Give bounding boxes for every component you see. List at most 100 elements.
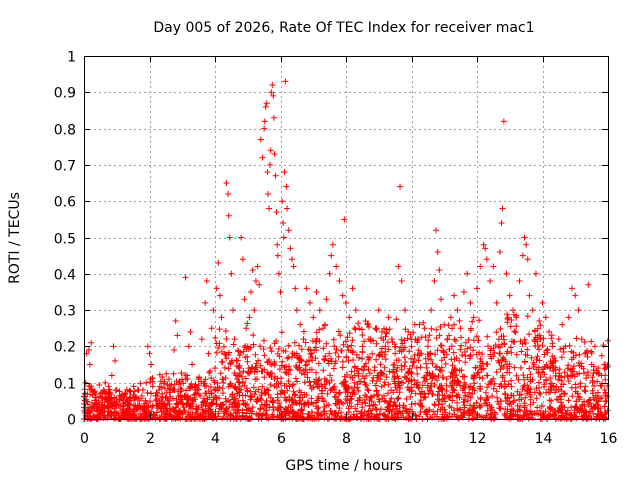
axis-ticks: 00.10.20.30.40.50.60.70.80.910 2 4 6 8 10 12 14… — [54, 50, 618, 448]
data-point — [359, 343, 366, 350]
data-point — [284, 205, 291, 212]
data-point — [329, 241, 336, 248]
data-point — [510, 307, 517, 314]
data-point — [474, 285, 480, 292]
x-tick-label: 14 — [535, 431, 553, 447]
data-point — [346, 314, 353, 321]
data-point — [85, 347, 92, 354]
data-point — [86, 361, 93, 368]
data-point — [493, 299, 500, 306]
data-point — [326, 270, 333, 277]
data-point — [287, 245, 294, 252]
data-point — [349, 285, 356, 292]
data-point — [490, 263, 497, 270]
data-point — [230, 307, 237, 314]
data-point — [112, 357, 119, 364]
data-point — [283, 183, 290, 190]
data-point — [506, 292, 513, 299]
data-point — [521, 234, 528, 241]
data-point — [84, 401, 91, 408]
data-point — [144, 343, 151, 350]
data-point — [395, 263, 402, 270]
grid-layer — [84, 56, 608, 419]
data-point — [110, 343, 117, 350]
data-point — [105, 383, 112, 390]
data-point — [316, 307, 323, 314]
data-point — [591, 343, 598, 350]
data-point — [257, 136, 264, 143]
data-point — [212, 365, 218, 372]
data-point — [274, 252, 281, 259]
x-tick-label: 6 — [277, 431, 286, 447]
data-point — [401, 307, 408, 314]
data-point — [231, 336, 238, 343]
data-point — [198, 336, 205, 343]
plot-frame — [84, 56, 609, 420]
data-point — [424, 343, 431, 350]
data-point — [447, 314, 454, 321]
data-point — [323, 296, 330, 303]
data-point — [269, 82, 276, 89]
data-point — [559, 321, 566, 328]
data-point — [519, 252, 526, 259]
data-point — [174, 332, 181, 339]
data-point — [225, 212, 232, 219]
data-point — [208, 325, 215, 332]
data-point — [601, 386, 608, 393]
data-point — [102, 379, 109, 386]
data-point — [408, 343, 415, 350]
data-point — [218, 314, 225, 321]
data-point — [480, 241, 487, 248]
data-point — [172, 317, 179, 324]
data-point — [288, 256, 295, 263]
data-point — [215, 259, 222, 266]
data-point — [503, 270, 510, 277]
data-point — [310, 314, 317, 321]
data-point — [239, 256, 246, 263]
data-point — [88, 339, 95, 346]
data-point — [246, 314, 253, 321]
data-point — [516, 278, 523, 285]
data-point — [336, 278, 343, 285]
data-point — [277, 288, 284, 295]
data-point — [499, 205, 506, 212]
y-axis-title: ROTI / TECUs — [7, 192, 23, 284]
data-point — [328, 252, 335, 259]
x-tick-label: 10 — [404, 431, 422, 447]
data-point — [441, 321, 448, 328]
data-point — [251, 307, 258, 314]
x-tick-label: 0 — [80, 431, 89, 447]
data-point — [585, 281, 592, 288]
data-point — [379, 328, 386, 335]
data-point — [264, 169, 271, 176]
data-point — [270, 92, 277, 99]
data-point — [187, 328, 194, 335]
x-tick-label: 8 — [342, 431, 351, 447]
data-point — [248, 288, 255, 295]
y-tick-label: 0.6 — [54, 195, 76, 211]
data-point — [555, 336, 562, 343]
data-point — [546, 328, 553, 335]
data-point — [143, 379, 150, 386]
data-point — [300, 336, 307, 343]
data-point — [436, 267, 443, 274]
noise-texture — [81, 311, 611, 422]
data-point — [483, 256, 490, 263]
noise-points — [81, 311, 611, 422]
data-point — [241, 296, 248, 303]
data-point — [343, 299, 349, 306]
data-point — [254, 263, 261, 270]
data-point — [171, 347, 178, 354]
data-point — [421, 325, 428, 332]
data-point — [437, 296, 444, 303]
data-point — [341, 216, 348, 223]
data-point — [146, 350, 153, 357]
data-point — [523, 241, 530, 248]
data-point — [482, 245, 489, 252]
x-tick-label: 2 — [146, 431, 155, 447]
data-point — [252, 278, 259, 285]
data-point — [259, 154, 266, 161]
data-point — [565, 314, 572, 321]
data-point — [243, 325, 250, 332]
data-point — [297, 321, 304, 328]
